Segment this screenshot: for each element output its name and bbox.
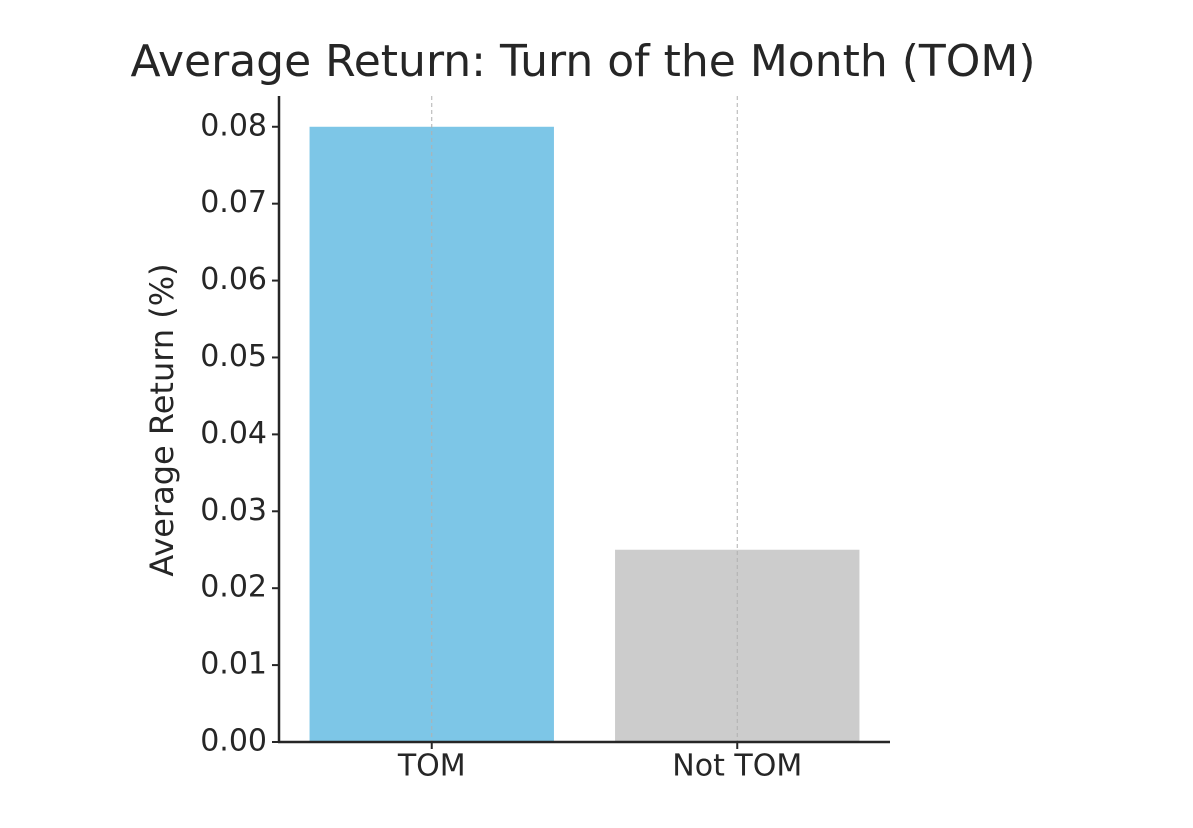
y-tick-label: 0.03 [200, 493, 267, 528]
y-tick-label: 0.05 [200, 339, 267, 374]
chart-title: Average Return: Turn of the Month (TOM) [130, 36, 1035, 87]
y-tick-label: 0.02 [200, 570, 267, 605]
y-axis-label: Average Return (%) [143, 263, 181, 576]
y-tick-label: 0.01 [200, 647, 267, 682]
x-tick-label: TOM [397, 749, 466, 784]
y-tick-label: 0.08 [200, 108, 267, 143]
y-tick-label: 0.00 [200, 724, 267, 759]
y-tick-label: 0.04 [200, 416, 267, 451]
y-tick-label: 0.06 [200, 262, 267, 297]
y-tick-label: 0.07 [200, 185, 267, 220]
x-tick-label: Not TOM [672, 749, 802, 784]
